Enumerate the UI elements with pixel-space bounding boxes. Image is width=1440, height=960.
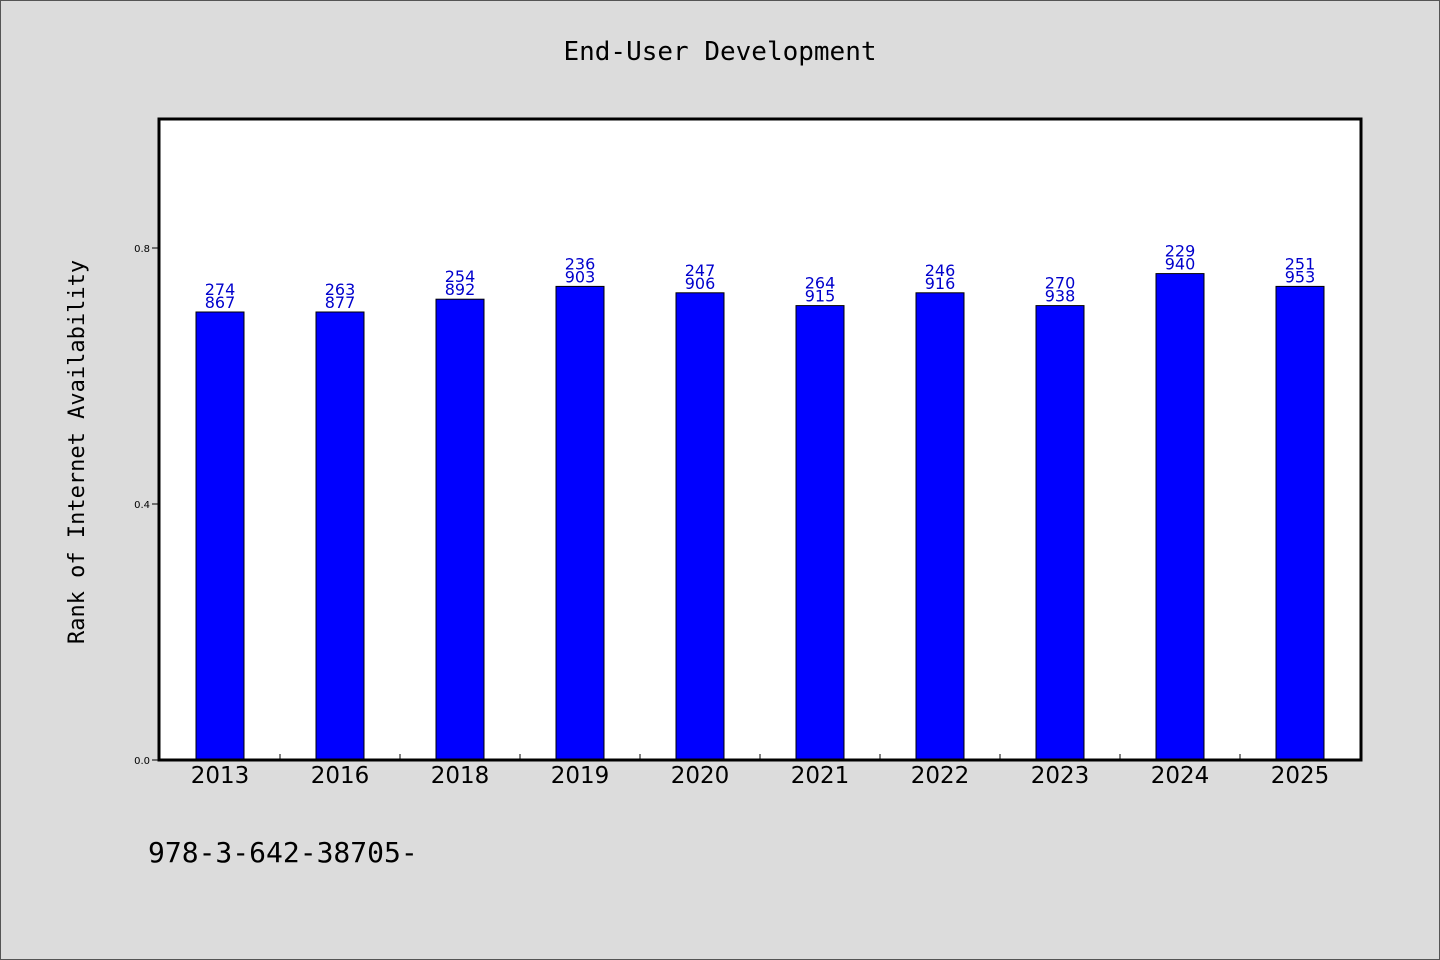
bar-2022 bbox=[915, 292, 965, 761]
bar-value-label-2024-2: 940 bbox=[1165, 255, 1196, 274]
bar-value-label-2025-2: 953 bbox=[1285, 267, 1316, 286]
bar-2016 bbox=[315, 311, 365, 761]
bar-2021 bbox=[795, 305, 845, 761]
chart-title: End-User Development bbox=[563, 37, 876, 67]
bar-value-label-2018-2: 892 bbox=[445, 280, 476, 299]
bar-value-label-2019-2: 903 bbox=[565, 267, 596, 286]
bar-2013 bbox=[195, 311, 245, 761]
bar-2024 bbox=[1155, 273, 1205, 761]
x-tick-label-2023: 2023 bbox=[1031, 763, 1090, 789]
isbn-footer-text: 978-3-642-38705- bbox=[148, 836, 418, 869]
bar-2023 bbox=[1035, 305, 1085, 761]
bar-value-label-2024-1: 229 bbox=[1165, 242, 1196, 261]
bar-value-label-2016-1: 263 bbox=[325, 280, 356, 299]
x-tick-label-2013: 2013 bbox=[191, 763, 250, 789]
x-tick-label-2019: 2019 bbox=[551, 763, 610, 789]
bar-value-label-2023-2: 938 bbox=[1045, 287, 1076, 306]
bar-value-label-2013-2: 867 bbox=[205, 293, 236, 312]
bar-2018 bbox=[435, 298, 485, 761]
y-axis-label: Rank of Internet Availability bbox=[65, 260, 90, 644]
x-tick-label-2021: 2021 bbox=[791, 763, 850, 789]
bar-value-label-2018-1: 254 bbox=[445, 267, 476, 286]
y-tick-label-0.8: 0.8 bbox=[134, 244, 150, 255]
y-tick-label-0.0: 0.0 bbox=[134, 756, 150, 767]
bars-layer bbox=[195, 273, 1325, 761]
x-ticks-layer: 2013 2016 2018 2019 2020 2021 2022 2023 2024 2025 bbox=[191, 754, 1330, 789]
x-tick-label-2022: 2022 bbox=[911, 763, 970, 789]
bar-value-label-2019-1: 236 bbox=[565, 254, 596, 273]
bar-value-label-2016-2: 877 bbox=[325, 293, 356, 312]
bar-value-label-2023-1: 270 bbox=[1045, 274, 1076, 293]
plot-border bbox=[157, 117, 1363, 762]
bar-value-label-2020-1: 247 bbox=[685, 261, 716, 280]
x-tick-label-2016: 2016 bbox=[311, 763, 370, 789]
x-tick-label-2020: 2020 bbox=[671, 763, 730, 789]
bar-2019 bbox=[555, 285, 605, 761]
bar-value-label-2013-1: 274 bbox=[205, 280, 236, 299]
y-tick-label-0.4: 0.4 bbox=[134, 500, 150, 511]
x-tick-label-2018: 2018 bbox=[431, 763, 490, 789]
bar-value-label-2022-2: 916 bbox=[925, 274, 956, 293]
bar-value-label-2021-1: 264 bbox=[805, 274, 836, 293]
bar-value-label-2025-1: 251 bbox=[1285, 254, 1316, 273]
x-tick-label-2024: 2024 bbox=[1151, 763, 1210, 789]
y-ticks-layer: 0.0 0.4 0.8 bbox=[134, 244, 160, 767]
bar-value-label-2020-2: 906 bbox=[685, 274, 716, 293]
bar-value-label-2022-1: 246 bbox=[925, 261, 956, 280]
bar-2020 bbox=[675, 292, 725, 761]
x-tick-label-2025: 2025 bbox=[1271, 763, 1330, 789]
bar-2025 bbox=[1275, 285, 1325, 761]
bar-value-label-2021-2: 915 bbox=[805, 287, 836, 306]
